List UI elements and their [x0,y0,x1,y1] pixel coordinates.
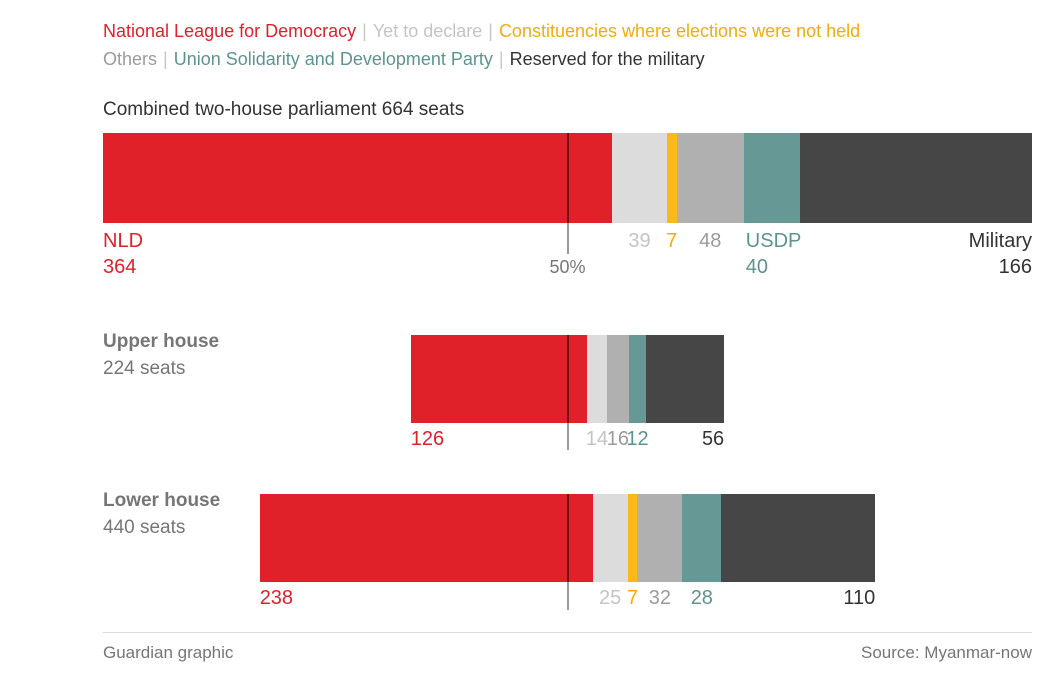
legend: National League for Democracy | Yet to dec… [103,17,1032,73]
upper-bar [410,335,725,423]
lower-segment-military [721,494,876,582]
combined-label-usdp-value: 40 [745,256,769,278]
upper-label-nld-value: 126 [410,428,445,450]
legend-separator: | [498,49,504,69]
upper-label-usdp-value: 12 [626,428,649,450]
combined-label-military-name: Military [968,230,1032,252]
lower-fifty-line-inbar [566,494,569,582]
fifty-percent-label: 50% [549,257,586,277]
lower-label-undeclared-value: 25 [599,587,622,609]
chart-title-combined: Combined two-house parliament 664 seats [103,99,465,120]
combined-segment-usdp [743,133,800,223]
lower-label-military-value: 110 [843,587,876,609]
combined-label-not_held-value: 7 [666,230,678,252]
footer-divider [103,632,1032,633]
footer-credit: Guardian graphic [103,643,234,662]
house-subtitle-lower: 440 seats [103,517,186,538]
legend-separator: | [362,21,367,41]
upper-fifty-line-below [566,423,569,450]
footer-source: Source: Myanmar-now [860,643,1032,662]
upper-fifty-line-inbar [566,335,569,423]
combined-segment-not_held [666,133,677,223]
combined-label-nld-value: 364 [103,256,137,278]
legend-row-2: Others | Union Solidarity and Development … [103,45,1032,73]
combined-label-undeclared-value: 39 [628,230,651,252]
legend-item-undeclared: Yet to declare [372,21,483,41]
upper-segment-others [606,335,630,423]
lower-segment-not_held [627,494,638,582]
upper-segment-military [645,335,725,423]
upper-label-undeclared-value: 14 [585,428,608,450]
combined-label-usdp-name: USDP [745,230,802,252]
legend-item-nld: National League for Democracy [103,21,357,41]
combined-bar [103,133,1032,223]
upper-label-others-value: 16 [606,428,629,450]
combined-segment-military [799,133,1032,223]
house-title-lower: Lower house [103,490,221,511]
upper-segment-usdp [629,335,646,423]
lower-label-others-value: 32 [648,587,671,609]
legend-row-1: National League for Democracy | Yet to dec… [103,17,1032,45]
combined-segment-undeclared [612,133,667,223]
lower-segment-nld [259,494,593,582]
lower-label-usdp-value: 28 [690,587,713,609]
house-title-upper: Upper house [103,331,220,352]
combined-segment-others [676,133,744,223]
legend-separator: | [488,21,493,41]
combined-label-nld-name: NLD [103,230,144,252]
lower-label-nld-value: 238 [259,587,294,609]
upper-segment-undeclared [587,335,607,423]
combined-fifty-line-inbar [566,133,569,223]
combined-label-others-value: 48 [699,230,722,252]
lower-segment-undeclared [592,494,628,582]
lower-segment-others [637,494,683,582]
legend-item-not_held: Constituencies where elections were not … [498,21,861,41]
combined-fifty-line-below [566,223,569,254]
legend-item-usdp: Union Solidarity and Development Party [173,49,493,69]
lower-label-not_held-value: 7 [626,587,639,609]
upper-segment-nld [410,335,588,423]
combined-segment-nld [103,133,613,223]
lower-bar [259,494,876,582]
house-subtitle-upper: 224 seats [103,358,186,379]
upper-label-military-value: 56 [701,428,725,450]
lower-segment-usdp [682,494,722,582]
lower-fifty-line-below [566,582,569,610]
legend-item-others: Others [103,49,158,69]
combined-label-military-value: 166 [998,256,1032,278]
legend-separator: | [163,49,168,69]
legend-item-military: Reserved for the military [509,49,705,69]
